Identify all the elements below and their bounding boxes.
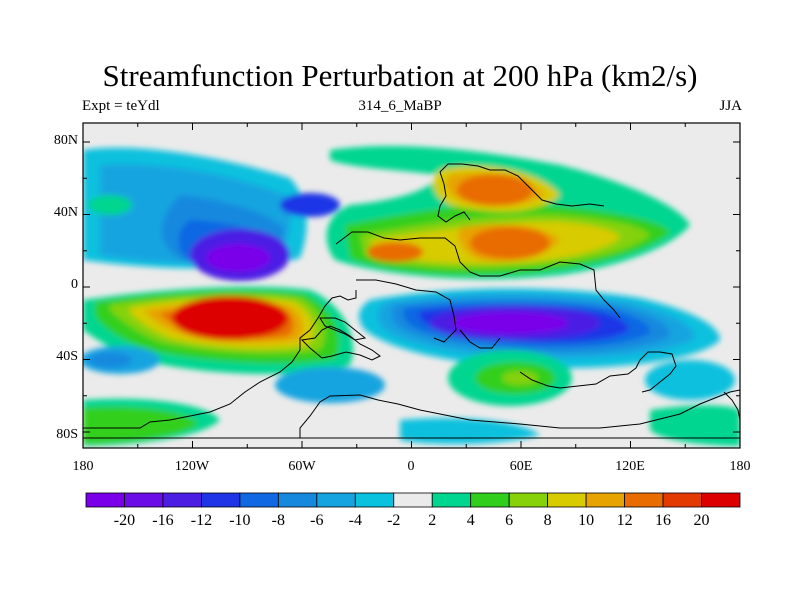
colorbar-label: -16 (152, 512, 174, 529)
colorbar-swatch (354, 492, 395, 508)
colorbar-swatch (701, 492, 741, 508)
colorbar-label: 4 (466, 512, 475, 529)
colorbar-swatch (508, 492, 549, 508)
colorbar-label: -12 (190, 512, 213, 529)
lat-label-40n: 40N (53, 205, 78, 220)
lon-label-120w: 120W (174, 459, 210, 474)
season-label: JJA (719, 98, 742, 114)
colorbar-label: -10 (229, 512, 251, 529)
lon-label-60w: 60W (288, 459, 316, 474)
colorbar-swatch (201, 492, 241, 508)
colorbar-swatch (431, 492, 472, 508)
colorbar-swatch (547, 492, 587, 508)
lat-label-40s: 40S (56, 349, 78, 364)
axis-ticks (82, 123, 741, 448)
colorbar-label: -20 (113, 512, 136, 529)
lon-label-60e: 60E (509, 459, 533, 474)
lon-label-180w: 180 (72, 459, 94, 474)
lat-label-80s: 80S (56, 427, 78, 442)
map-title: Streamfunction Perturbation at 200 hPa (… (102, 58, 698, 93)
colorbar-swatch (85, 492, 125, 508)
colorbar-swatch (239, 492, 279, 508)
experiment-label: Expt = teYdl (82, 98, 160, 114)
lat-label-80n: 80N (53, 133, 78, 148)
colorbar-label: 20 (693, 512, 710, 529)
lon-label-180e: 180 (729, 459, 751, 474)
colorbar-label: 8 (543, 512, 552, 529)
colorbar-swatch (393, 492, 433, 508)
colorbar-swatch (585, 492, 625, 508)
lon-label-0: 0 (407, 459, 415, 474)
colorbar-label: 6 (505, 512, 514, 529)
colorbar-swatch (162, 492, 202, 508)
colorbar-swatch (277, 492, 318, 508)
colorbar-swatch (624, 492, 664, 508)
colorbar-swatch (316, 492, 356, 508)
colorbar-label: -2 (387, 512, 401, 529)
colorbar-label: 10 (578, 512, 595, 529)
colorbar-label: 16 (655, 512, 672, 529)
colorbar-swatch (470, 492, 510, 508)
colorbar-label: -4 (348, 512, 362, 529)
colorbar-swatch (662, 492, 702, 508)
colorbar (85, 492, 741, 508)
contour-field (83, 123, 740, 448)
colorbar-label: -6 (310, 512, 324, 529)
lon-label-120e: 120E (615, 459, 645, 474)
colorbar-label: -8 (271, 512, 285, 529)
colorbar-label: 2 (428, 512, 437, 529)
coastline (83, 163, 740, 439)
colorbar-label: 12 (616, 512, 633, 529)
lat-label-equator: 0 (71, 277, 78, 292)
run-label: 314_6_MaBP (358, 98, 442, 114)
colorbar-swatch (124, 492, 164, 508)
